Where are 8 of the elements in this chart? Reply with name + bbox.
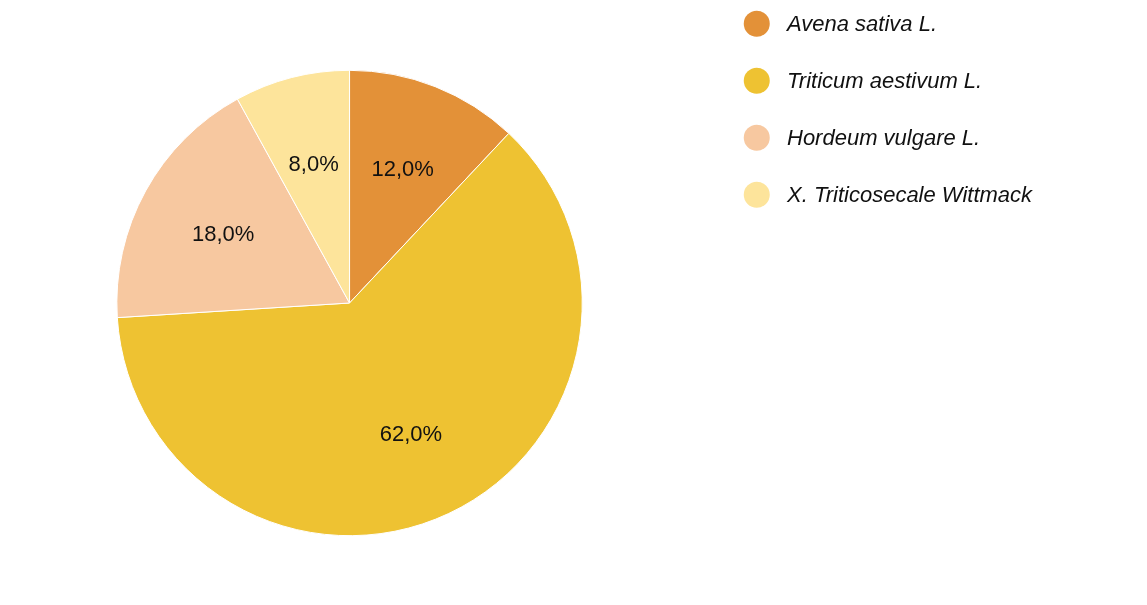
legend-label: Avena sativa L. bbox=[785, 11, 938, 37]
data-label: 8,0% bbox=[288, 150, 339, 176]
legend-label: Triticum aestivum L. bbox=[787, 68, 983, 94]
legend-label: Hordeum vulgare L. bbox=[787, 125, 981, 151]
data-label: 62,0% bbox=[379, 421, 443, 447]
data-label: 18,0% bbox=[191, 221, 255, 246]
legend-label: X. Triticosecale Wittmack bbox=[786, 182, 1034, 208]
data-label: 12,0% bbox=[371, 156, 434, 182]
